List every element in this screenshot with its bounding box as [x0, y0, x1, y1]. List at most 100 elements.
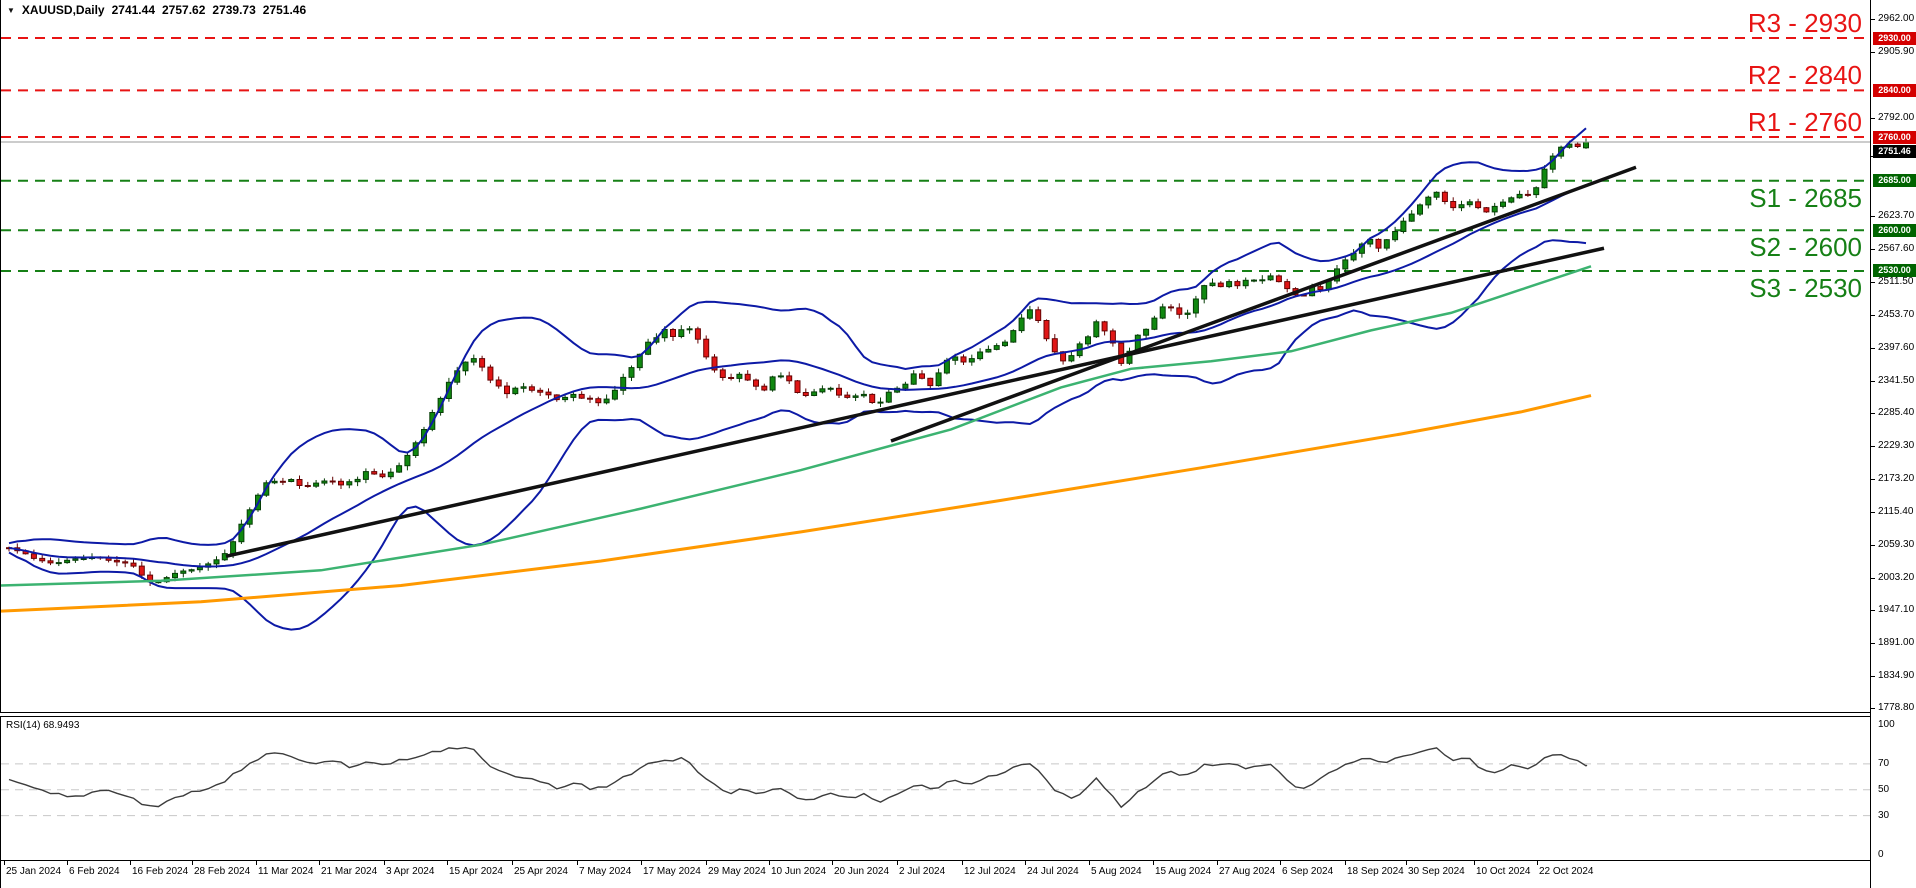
price-tick-label: 2115.40 [1878, 506, 1914, 517]
pane-separator[interactable] [0, 712, 1870, 717]
symbol-expander-icon[interactable]: ▼ [7, 5, 15, 15]
resistance-price-badge: 2840.00 [1873, 84, 1916, 97]
candle-body [919, 373, 925, 379]
candle-body [562, 396, 569, 401]
main-price-pane[interactable]: ▼ XAUUSD,Daily 2741.44 2757.62 2739.73 2… [0, 0, 1871, 712]
candle-body [777, 375, 784, 378]
price-tick-label: 2173.20 [1878, 473, 1915, 484]
candle-body [595, 398, 602, 404]
candle-body [172, 572, 178, 579]
candle-body [952, 356, 959, 361]
candle-body [39, 557, 46, 562]
candle-body [1533, 187, 1540, 196]
candle-body [1242, 279, 1249, 287]
rsi-chart-canvas[interactable] [1, 717, 1871, 860]
date-tick-label: 22 Oct 2024 [1539, 866, 1594, 877]
candle-body [628, 367, 635, 378]
candle-body [935, 372, 942, 387]
candle-body [213, 559, 220, 565]
candle-body [1383, 239, 1390, 249]
candle-body [487, 366, 494, 381]
sr-label-r2[interactable]: R2 - 2840 [1747, 60, 1862, 91]
price-tick-mark [1871, 578, 1875, 579]
candle-body [902, 383, 909, 389]
candle-body [379, 473, 386, 478]
sr-label-r3[interactable]: R3 - 2930 [1747, 8, 1862, 38]
candle-body [960, 356, 967, 363]
candle-body [869, 393, 876, 403]
ma-green-line [1, 265, 1592, 587]
rsi-tick-label: 70 [1878, 758, 1890, 769]
date-axis[interactable]: 25 Jan 2024 6 Feb 2024 16 Feb 2024 28 Feb 2… [0, 860, 1870, 888]
candle-body [528, 386, 535, 391]
candle-body [769, 376, 776, 391]
sr-label-r1[interactable]: R1 - 2760 [1747, 107, 1862, 137]
candle-body [1051, 338, 1058, 353]
sr-label-s2[interactable]: S2 - 2600 [1749, 232, 1862, 263]
date-tick-mark [1025, 861, 1026, 865]
candle-body [611, 389, 618, 400]
date-tick-mark [192, 861, 193, 865]
candle-body [313, 482, 320, 487]
candle-body [844, 394, 851, 398]
date-tick-mark [1217, 861, 1218, 865]
date-tick-label: 27 Aug 2024 [1219, 866, 1276, 877]
price-axis[interactable]: 2962.002905.902792.002735.902623.702567.… [1870, 0, 1916, 888]
date-tick-label: 17 May 2024 [643, 866, 701, 877]
date-tick-label: 2 Jul 2024 [899, 866, 946, 877]
trendline-2[interactable] [890, 165, 1637, 443]
candle-body [794, 380, 801, 393]
candle-body [1491, 205, 1498, 213]
candle-body [802, 392, 809, 396]
price-tick-label: 2341.50 [1878, 375, 1915, 386]
candle-body [968, 358, 975, 363]
candle-body [852, 395, 859, 398]
candle-body [1109, 330, 1116, 344]
candle-body [1466, 201, 1473, 206]
candle-body [512, 387, 519, 395]
candle-body [321, 480, 328, 484]
rsi-indicator-pane[interactable]: RSI(14) 68.9493 [0, 717, 1871, 860]
price-tick-mark [1871, 643, 1875, 644]
sr-label-s3[interactable]: S3 - 2530 [1749, 272, 1862, 303]
candle-body [470, 358, 477, 363]
candle-body [288, 479, 295, 482]
candle-body [1126, 350, 1133, 364]
candle-body [1450, 201, 1457, 209]
date-tick-label: 16 Feb 2024 [132, 866, 189, 877]
candle-body [736, 373, 743, 379]
date-tick-label: 6 Feb 2024 [69, 866, 120, 877]
candle-body [47, 560, 54, 564]
rsi-line [8, 746, 1588, 809]
date-tick-mark [1345, 861, 1346, 865]
candle-body [537, 389, 544, 393]
candle-body [1475, 201, 1482, 209]
candle-body [230, 541, 237, 555]
candle-body [138, 565, 145, 576]
date-tick-mark [256, 861, 257, 865]
candle-body [1500, 201, 1506, 207]
support-price-badge: 2600.00 [1873, 224, 1916, 237]
date-tick-mark [130, 861, 131, 865]
bollinger-middle-band [8, 184, 1587, 568]
candle-body [1259, 279, 1266, 282]
price-tick-label: 2003.20 [1878, 572, 1915, 583]
candle-body [711, 356, 718, 371]
candle-body [504, 385, 510, 395]
price-tick-label: 2623.70 [1878, 210, 1915, 221]
price-tick-mark [1871, 249, 1875, 250]
candle-body [570, 393, 577, 398]
price-tick-label: 1891.00 [1878, 637, 1915, 648]
date-tick-label: 7 May 2024 [579, 866, 632, 877]
candle-body [1317, 286, 1324, 291]
candle-body [545, 391, 552, 396]
date-tick-mark [897, 861, 898, 865]
candle-body [1143, 328, 1150, 336]
price-chart-canvas[interactable] [1, 0, 1871, 712]
trendline-1[interactable] [225, 246, 1605, 559]
candle-body [1392, 231, 1399, 241]
price-tick-mark [1871, 216, 1875, 217]
price-tick-mark [1871, 52, 1875, 53]
sr-label-s1[interactable]: S1 - 2685 [1749, 182, 1862, 213]
candle-body [30, 553, 37, 559]
